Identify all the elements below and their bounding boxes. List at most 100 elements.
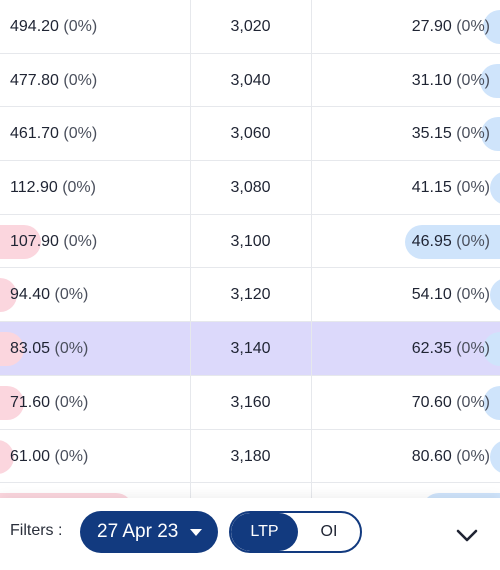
put-change: (0%) <box>456 393 490 411</box>
caret-down-icon <box>190 529 202 536</box>
column-divider <box>190 268 191 322</box>
column-divider <box>311 375 312 429</box>
call-ltp-cell: 61.00 (0%) <box>10 430 88 483</box>
column-divider <box>190 322 191 375</box>
ltp-oi-toggle: LTP OI <box>229 511 362 553</box>
table-row[interactable]: 477.80 (0%) 3,040 31.10 (0%) <box>0 53 500 108</box>
put-change: (0%) <box>456 179 490 197</box>
filters-bar: Filters : 27 Apr 23 LTP OI <box>0 498 500 570</box>
put-ltp-cell: 35.15 (0%) <box>412 107 490 160</box>
expiry-date-label: 27 Apr 23 <box>97 521 179 542</box>
call-oi-bar <box>0 385 24 420</box>
call-change: (0%) <box>54 393 89 411</box>
column-divider <box>311 322 312 375</box>
table-row[interactable]: 71.60 (0%) 3,160 70.60 (0%) <box>0 375 500 430</box>
strike-price: 3,080 <box>230 179 271 197</box>
column-divider <box>190 107 191 161</box>
column-divider <box>311 107 312 161</box>
put-ltp-cell: 70.60 (0%) <box>412 376 490 429</box>
call-change: (0%) <box>63 125 98 143</box>
call-change: (0%) <box>54 447 89 465</box>
table-row[interactable]: 107.90 (0%) 3,100 46.95 (0%) <box>0 214 500 269</box>
put-ltp-cell: 80.60 (0%) <box>412 430 490 483</box>
call-ltp-cell: 494.20 (0%) <box>10 0 97 53</box>
column-divider <box>311 53 312 107</box>
put-ltp: 70.60 <box>411 393 452 411</box>
put-change: (0%) <box>456 447 490 465</box>
toggle-oi[interactable]: OI <box>320 523 338 540</box>
call-ltp-cell: 477.80 (0%) <box>10 54 97 107</box>
column-divider <box>190 53 191 107</box>
strike-price: 3,120 <box>230 286 271 304</box>
call-ltp-cell: 461.70 (0%) <box>10 107 97 160</box>
put-change: (0%) <box>456 125 490 143</box>
column-divider <box>190 375 191 429</box>
table-row[interactable]: 112.90 (0%) 3,080 41.15 (0%) <box>0 161 500 215</box>
call-ltp: 71.60 <box>10 393 51 411</box>
put-ltp: 35.15 <box>411 125 452 143</box>
put-ltp: 41.15 <box>411 179 452 197</box>
column-divider <box>311 0 312 53</box>
call-change: (0%) <box>63 232 98 250</box>
table-row[interactable]: 94.40 (0%) 3,120 54.10 (0%) <box>0 268 500 323</box>
call-ltp-cell: 83.05 (0%) <box>10 322 88 375</box>
call-ltp: 477.80 <box>10 71 59 89</box>
put-ltp-cell: 54.10 (0%) <box>412 268 490 321</box>
chevron-down-icon[interactable] <box>452 520 482 550</box>
strike-price: 3,040 <box>230 71 271 89</box>
put-ltp-cell: 62.35 (0%) <box>412 322 490 375</box>
column-divider <box>311 268 312 322</box>
call-oi-bar <box>0 332 24 367</box>
put-change: (0%) <box>456 71 490 89</box>
column-divider <box>311 161 312 214</box>
table-row[interactable]: 61.00 (0%) 3,180 80.60 (0%) <box>0 429 500 484</box>
column-divider <box>311 214 312 268</box>
call-oi-bar <box>0 278 17 313</box>
put-oi-bar <box>483 10 500 44</box>
put-oi-bar <box>489 171 500 206</box>
call-ltp-cell: 112.90 (0%) <box>10 161 96 214</box>
call-ltp-cell: 107.90 (0%) <box>10 215 97 268</box>
call-change: (0%) <box>63 71 98 89</box>
call-ltp: 107.90 <box>10 232 59 250</box>
call-ltp-cell: 94.40 (0%) <box>10 268 88 321</box>
strike-price: 3,160 <box>230 393 271 411</box>
put-ltp: 46.95 <box>411 232 452 250</box>
column-divider <box>190 214 191 268</box>
put-change: (0%) <box>456 232 490 250</box>
put-change: (0%) <box>456 286 490 304</box>
table-row[interactable]: 494.20 (0%) 3,020 27.90 (0%) <box>0 0 500 54</box>
column-divider <box>190 161 191 214</box>
call-ltp: 461.70 <box>10 125 59 143</box>
put-oi-bar <box>483 385 500 420</box>
strike-price: 3,020 <box>230 18 271 35</box>
call-ltp-cell: 71.60 (0%) <box>10 376 88 429</box>
table-row[interactable]: 461.70 (0%) 3,060 35.15 (0%) <box>0 107 500 162</box>
filters-label: Filters : <box>10 522 63 539</box>
expiry-date-dropdown[interactable]: 27 Apr 23 <box>80 511 218 553</box>
table-row-atm[interactable]: 83.05 (0%) 3,140 62.35 (0%) <box>0 322 500 376</box>
toggle-ltp[interactable]: LTP <box>231 513 298 551</box>
call-oi-bar <box>0 439 14 474</box>
column-divider <box>190 429 191 483</box>
put-ltp: 62.35 <box>411 340 452 358</box>
put-ltp-cell: 46.95 (0%) <box>412 215 490 268</box>
put-oi-bar <box>489 278 500 313</box>
put-oi-bar <box>481 117 500 152</box>
call-ltp: 494.20 <box>10 18 59 35</box>
strike-price: 3,180 <box>230 447 271 465</box>
call-change: (0%) <box>62 179 96 197</box>
put-ltp-cell: 31.10 (0%) <box>412 54 490 107</box>
call-ltp: 61.00 <box>10 447 51 465</box>
put-ltp: 54.10 <box>411 286 452 304</box>
column-divider <box>190 0 191 53</box>
strike-price: 3,060 <box>230 125 271 143</box>
put-ltp: 31.10 <box>411 71 452 89</box>
call-ltp: 94.40 <box>10 286 51 304</box>
strike-price: 3,140 <box>230 340 271 358</box>
put-oi-bar <box>404 224 500 259</box>
call-ltp: 112.90 <box>10 179 58 197</box>
column-divider <box>311 429 312 483</box>
option-chain-table: 494.20 (0%) 3,020 27.90 (0%) 477.80 (0%) 3,0… <box>0 0 500 537</box>
put-change: (0%) <box>456 18 490 35</box>
